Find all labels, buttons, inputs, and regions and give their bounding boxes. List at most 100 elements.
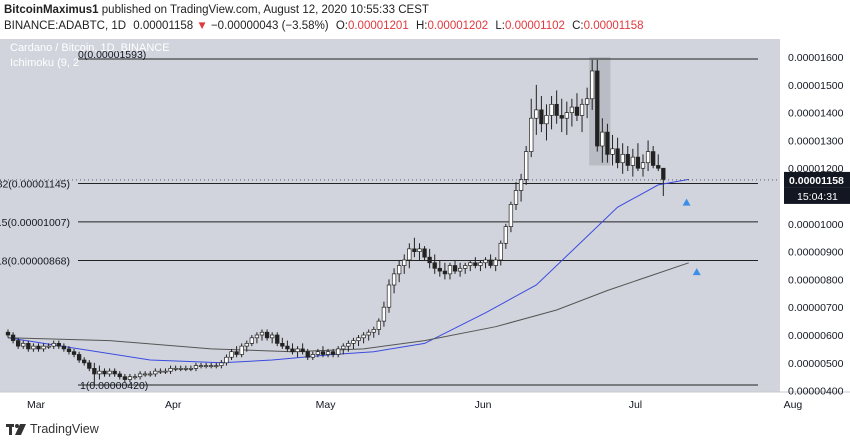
candle-body xyxy=(427,256,432,264)
candle xyxy=(82,357,87,366)
candle xyxy=(473,257,478,269)
x-tick-label: Aug xyxy=(784,399,803,411)
candle-body xyxy=(457,267,463,272)
candle xyxy=(366,329,371,341)
candle-body xyxy=(478,262,483,266)
fib-label: 1(0.00000420) xyxy=(80,380,148,392)
candle-body xyxy=(137,373,143,378)
candle xyxy=(153,368,158,377)
x-tick-label: May xyxy=(316,399,337,411)
candle-body xyxy=(539,109,544,125)
candle xyxy=(224,354,229,366)
candle xyxy=(26,340,31,352)
candle-body xyxy=(97,370,102,375)
candle xyxy=(371,326,376,338)
candle-body xyxy=(61,345,67,350)
author-name[interactable]: BitcoinMaximus1 xyxy=(4,4,99,16)
price-chart[interactable]: 0(0.00001593) 0.382(0.00001145) 0.5(0.0000… xyxy=(0,39,850,413)
publish-header: BitcoinMaximus1 published on TradingView… xyxy=(4,3,429,18)
y-tick-label: 0.00000400 xyxy=(788,386,844,398)
candle xyxy=(325,348,331,358)
publish-info: published on TradingView.com, August 12,… xyxy=(101,4,429,16)
candle xyxy=(51,340,56,349)
candle xyxy=(478,259,483,272)
candle-body xyxy=(325,351,331,355)
candle-body xyxy=(239,345,244,355)
candle xyxy=(600,118,605,163)
candle-body xyxy=(280,343,285,347)
candle xyxy=(483,257,488,269)
candle xyxy=(76,351,82,363)
countdown-tag xyxy=(784,187,850,204)
candle xyxy=(229,348,234,361)
candle xyxy=(412,237,417,258)
candle xyxy=(10,332,16,344)
indicator-legend[interactable]: Ichimoku (9, 2 xyxy=(10,57,79,69)
candle-body xyxy=(41,345,46,350)
candle-body xyxy=(51,343,56,347)
candle xyxy=(21,340,26,349)
tradingview-brand[interactable]: TradingView xyxy=(30,422,99,436)
y-tick-label: 0.00000900 xyxy=(788,247,844,259)
candle-body xyxy=(640,162,646,169)
x-tick-label: Apr xyxy=(165,399,182,411)
candle xyxy=(564,101,569,135)
candle xyxy=(610,134,615,166)
high-value: 0.00001202 xyxy=(427,20,489,32)
candle-body xyxy=(219,362,224,366)
candle xyxy=(518,173,524,202)
candle-body xyxy=(361,334,366,339)
candle xyxy=(539,95,544,133)
candle xyxy=(386,279,392,313)
candle-body xyxy=(605,131,610,155)
current-price-tag xyxy=(784,171,850,188)
candle-body xyxy=(503,226,508,244)
symbol-name: BINANCE:ADABTC, 1D xyxy=(4,20,127,32)
down-arrow-icon: ▼ xyxy=(196,20,208,32)
tradingview-logo-icon[interactable] xyxy=(6,422,26,436)
candle-body xyxy=(203,365,209,367)
candle xyxy=(468,259,473,272)
candle-body xyxy=(244,343,249,347)
candle-body xyxy=(87,362,92,369)
candle-body xyxy=(163,370,168,373)
candle-body xyxy=(315,351,321,355)
candle xyxy=(112,368,117,377)
candle xyxy=(452,259,458,274)
candle-body xyxy=(645,151,651,164)
candle-body xyxy=(16,340,21,347)
candle xyxy=(620,143,625,174)
candle-body xyxy=(422,248,427,258)
candle xyxy=(61,343,67,352)
candle-body xyxy=(36,345,41,350)
candle-body xyxy=(92,368,97,375)
candle xyxy=(36,343,41,352)
candle-body xyxy=(524,151,529,180)
candle xyxy=(361,332,366,344)
candle xyxy=(315,348,321,358)
candle-body xyxy=(574,106,580,116)
open-value: 0.00001201 xyxy=(347,20,409,32)
candle xyxy=(336,346,341,358)
candle-body xyxy=(447,265,453,275)
candle-body xyxy=(590,70,595,100)
candle xyxy=(625,146,630,172)
candle-body xyxy=(661,167,666,180)
candle-body xyxy=(112,370,117,375)
candle-body xyxy=(610,148,615,155)
candle-body xyxy=(564,112,569,119)
price-change: −0.00000043 (−3.58%) xyxy=(210,20,329,32)
candle-body xyxy=(336,348,341,355)
candle xyxy=(66,346,72,355)
candle-body xyxy=(295,348,300,353)
candle xyxy=(549,95,554,130)
candle-body xyxy=(615,148,620,164)
candle-body xyxy=(107,370,112,375)
price-axis[interactable] xyxy=(780,39,850,392)
candle-body xyxy=(158,370,163,373)
candle-body xyxy=(102,370,107,375)
candle-body xyxy=(214,365,219,367)
x-tick-label: Mar xyxy=(27,399,46,411)
candle-body xyxy=(534,109,539,119)
candle xyxy=(193,362,199,372)
